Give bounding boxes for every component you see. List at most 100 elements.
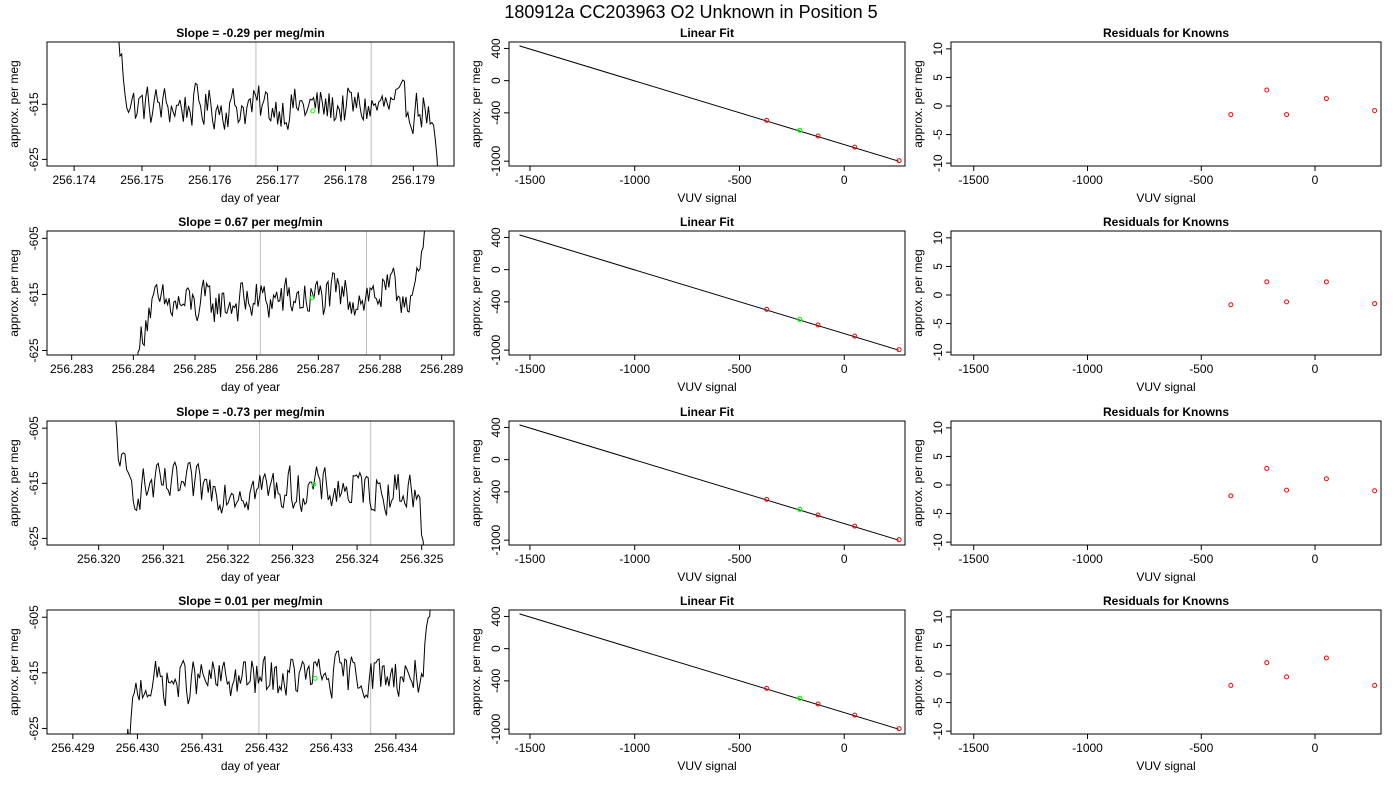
plot-area — [519, 234, 902, 353]
panel-3-1: Residuals for Knowns -1500 -1000 -500 0 10 5 0 -… — [911, 26, 1382, 205]
y-tick-label: -625 — [27, 716, 41, 740]
y-tick-label: 400 — [489, 38, 503, 58]
y-tick-label: 5 — [931, 74, 945, 81]
x-tick-label: -1500 — [958, 552, 989, 566]
panel-title: Slope = 0.01 per meg/min — [178, 594, 322, 608]
x-axis-label: VUV signal — [677, 759, 736, 773]
signal-trace — [118, 42, 438, 166]
x-tick-label: 256.177 — [256, 173, 300, 187]
y-tick-label: -10 — [931, 722, 945, 740]
plot-area — [1228, 655, 1378, 688]
panel-title: Residuals for Knowns — [1103, 594, 1229, 608]
unknown-point — [312, 675, 318, 681]
axes-frame — [950, 230, 1382, 356]
axes-frame — [950, 41, 1382, 167]
known-point — [852, 712, 858, 718]
residual-point — [1284, 674, 1290, 680]
y-tick-label: 0 — [489, 645, 503, 652]
y-tick-label: -625 — [27, 526, 41, 550]
x-tick-label: 0 — [841, 552, 848, 566]
known-point — [815, 512, 821, 518]
x-axis-label: day of year — [221, 570, 280, 584]
x-tick-label: -1000 — [1072, 552, 1103, 566]
x-tick-label: 256.322 — [206, 552, 250, 566]
x-tick-label: -1500 — [515, 552, 546, 566]
y-axis-label: approx. per meg — [911, 60, 925, 147]
x-tick-label: -500 — [727, 173, 751, 187]
y-axis-label: approx. per meg — [469, 439, 483, 526]
y-tick-label: -615 — [27, 661, 41, 685]
y-tick-label: 5 — [931, 263, 945, 270]
unknown-point — [309, 295, 315, 301]
plot-area — [519, 613, 902, 732]
x-tick-label: -1000 — [1072, 741, 1103, 755]
residual-point — [1264, 87, 1270, 93]
unknown-point — [797, 316, 803, 322]
panel-2-3: Linear Fit -1500 -1000 -500 0 400 0 -400 -1000 VU… — [469, 405, 906, 584]
panel-title: Slope = -0.29 per meg/min — [176, 26, 324, 40]
y-tick-label: -400 — [489, 480, 503, 504]
y-tick-label: -5 — [931, 697, 945, 708]
residual-point — [1372, 108, 1378, 114]
x-tick-label: 256.289 — [420, 362, 464, 376]
y-axis-label: approx. per meg — [7, 628, 21, 715]
panel-2-4: Linear Fit -1500 -1000 -500 0 400 0 -400 -1000 VU… — [469, 594, 906, 773]
y-axis-label: approx. per meg — [911, 628, 925, 715]
plot-area — [115, 421, 424, 545]
y-tick-label: 10 — [931, 231, 945, 245]
x-tick-label: 0 — [841, 362, 848, 376]
y-tick-label: 0 — [931, 102, 945, 109]
x-tick-label: -500 — [1189, 552, 1213, 566]
plot-area — [1228, 87, 1378, 118]
x-tick-label: 256.430 — [116, 741, 160, 755]
residual-point — [1284, 112, 1290, 118]
y-axis-label: approx. per meg — [469, 249, 483, 336]
axes-frame — [950, 420, 1382, 546]
y-tick-label: 5 — [931, 642, 945, 649]
x-tick-label: 256.434 — [374, 741, 418, 755]
x-tick-label: 256.429 — [51, 741, 95, 755]
known-point — [764, 306, 770, 312]
residual-point — [1228, 493, 1234, 499]
plot-area — [519, 45, 902, 164]
panel-title: Linear Fit — [680, 405, 734, 419]
x-tick-label: 256.431 — [180, 741, 224, 755]
x-tick-label: -500 — [727, 741, 751, 755]
x-tick-label: 256.176 — [188, 173, 232, 187]
residual-point — [1372, 488, 1378, 494]
fit-line — [519, 234, 899, 351]
axes-frame — [950, 609, 1382, 735]
figure-title: 180912a CC203963 O2 Unknown in Position … — [504, 2, 877, 22]
x-tick-label: 256.285 — [173, 362, 217, 376]
x-axis-label: VUV signal — [677, 380, 736, 394]
x-tick-label: 0 — [841, 173, 848, 187]
y-tick-label: 10 — [931, 610, 945, 624]
y-tick-label: -605 — [27, 416, 41, 440]
known-point — [896, 537, 902, 543]
y-tick-label: -1000 — [489, 525, 503, 556]
y-tick-label: 0 — [931, 291, 945, 298]
x-tick-label: 0 — [1312, 362, 1319, 376]
known-point — [815, 133, 821, 139]
x-tick-label: 256.286 — [235, 362, 279, 376]
y-tick-label: -605 — [27, 605, 41, 629]
y-axis-label: approx. per meg — [911, 439, 925, 526]
unknown-point — [797, 506, 803, 512]
signal-trace — [127, 610, 431, 734]
plot-area — [137, 231, 425, 355]
y-tick-label: -615 — [27, 92, 41, 116]
y-tick-label: 400 — [489, 417, 503, 437]
y-tick-label: 0 — [931, 481, 945, 488]
known-point — [852, 333, 858, 339]
x-tick-label: -1500 — [958, 362, 989, 376]
residual-point — [1228, 682, 1234, 688]
y-tick-label: -625 — [27, 147, 41, 171]
axes-frame — [46, 230, 455, 356]
plot-area — [127, 610, 431, 734]
y-axis-label: approx. per meg — [7, 60, 21, 147]
axes-frame — [508, 420, 906, 546]
panel-title: Linear Fit — [680, 26, 734, 40]
y-tick-label: -615 — [27, 282, 41, 306]
x-tick-label: 256.288 — [358, 362, 402, 376]
